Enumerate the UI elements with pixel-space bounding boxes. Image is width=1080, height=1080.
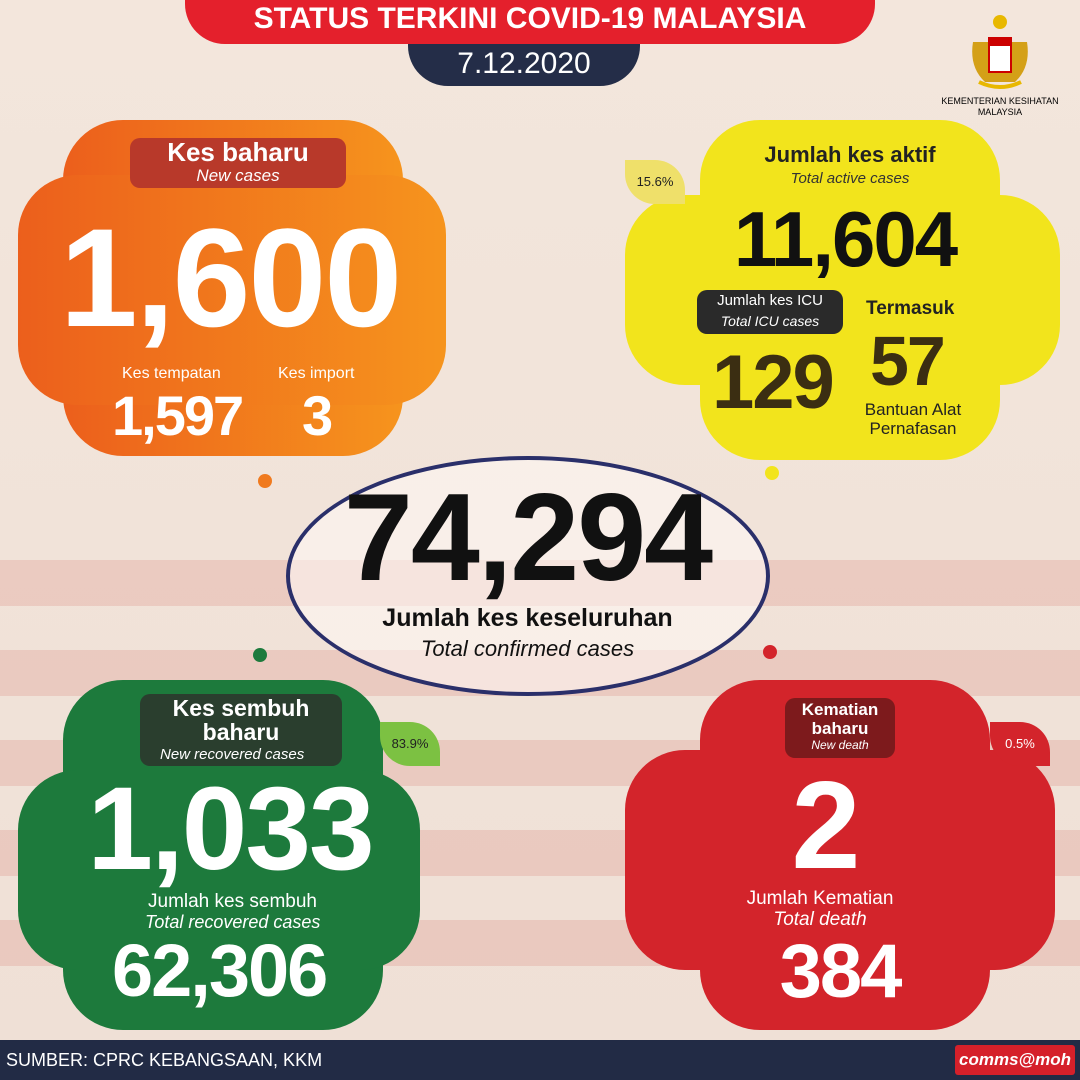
new-cases-value: 1,600 <box>59 199 402 356</box>
total-cases-value: 74,294 <box>343 469 713 607</box>
deaths-percent-badge: 0.5% <box>990 722 1050 766</box>
report-date: 7.12.2020 <box>408 44 640 86</box>
icu-label: Jumlah kes ICU <box>717 292 823 309</box>
brand-badge: comms@moh <box>955 1045 1075 1075</box>
active-percent-badge: 15.6% <box>625 160 685 204</box>
deaths-total-label-en: Total death <box>773 909 867 930</box>
local-cases-value: 1,597 <box>112 384 244 447</box>
connector-dot-green <box>253 648 267 662</box>
recovered-value: 1,033 <box>87 763 374 895</box>
deaths-total-label: Jumlah Kematian <box>746 888 894 909</box>
footer-bar <box>0 1040 1080 1080</box>
deaths-label: Kematian baharu <box>801 700 879 738</box>
header-title-banner: STATUS TERKINI COVID-19 MALAYSIA <box>185 0 875 44</box>
deaths-label-en: New death <box>811 738 869 752</box>
recovered-percent-badge: 83.9% <box>380 722 440 766</box>
page-title: STATUS TERKINI COVID-19 MALAYSIA <box>253 2 807 35</box>
recovered-label: Kes sembuh baharu <box>172 695 310 745</box>
import-cases-label: Kes import <box>278 365 355 382</box>
ministry-name: KEMENTERIAN KESIHATAN MALAYSIA <box>941 96 1059 117</box>
deaths-value: 2 <box>791 757 861 895</box>
active-label: Jumlah kes aktif <box>764 142 936 167</box>
icu-value: 129 <box>712 340 835 425</box>
footer-source: SUMBER: CPRC KEBANGSAAN, KKM <box>6 1050 323 1070</box>
total-cases-label: Jumlah kes keseluruhan <box>382 604 673 632</box>
active-label-en: Total active cases <box>790 170 910 187</box>
local-cases-label: Kes tempatan <box>122 365 221 382</box>
ministry-crest-logo <box>965 12 1035 92</box>
recovered-total-label-en: Total recovered cases <box>145 912 321 932</box>
recovered-label-en: New recovered cases <box>160 746 305 763</box>
recovered-total-value: 62,306 <box>112 929 328 1012</box>
ventilator-value: 57 <box>870 322 946 400</box>
new-cases-label-en: New cases <box>196 166 280 185</box>
connector-dot-orange <box>258 474 272 488</box>
connector-dot-red <box>763 645 777 659</box>
active-cases-card <box>625 120 1060 460</box>
new-cases-label-pill: Kes baharu New cases <box>130 138 346 188</box>
recovered-label-pill: Kes sembuh baharu <box>140 694 342 766</box>
including-label: Termasuk <box>866 298 955 319</box>
new-cases-label: Kes baharu <box>167 137 309 167</box>
total-cases-ellipse <box>286 456 770 696</box>
deaths-label-pill: Kematian baharu New death <box>785 698 895 758</box>
deaths-total-value: 384 <box>779 929 903 1014</box>
recovered-total-label: Jumlah kes sembuh <box>148 891 317 912</box>
icu-label-pill: Jumlah kes ICU Total ICU cases <box>697 290 843 334</box>
connector-dot-yellow <box>765 466 779 480</box>
total-cases-label-en: Total confirmed cases <box>420 636 635 661</box>
import-cases-value: 3 <box>302 384 333 447</box>
active-value: 11,604 <box>733 195 958 283</box>
ventilator-label: Bantuan Alat Pernafasan <box>864 400 962 438</box>
icu-label-en: Total ICU cases <box>720 313 820 329</box>
